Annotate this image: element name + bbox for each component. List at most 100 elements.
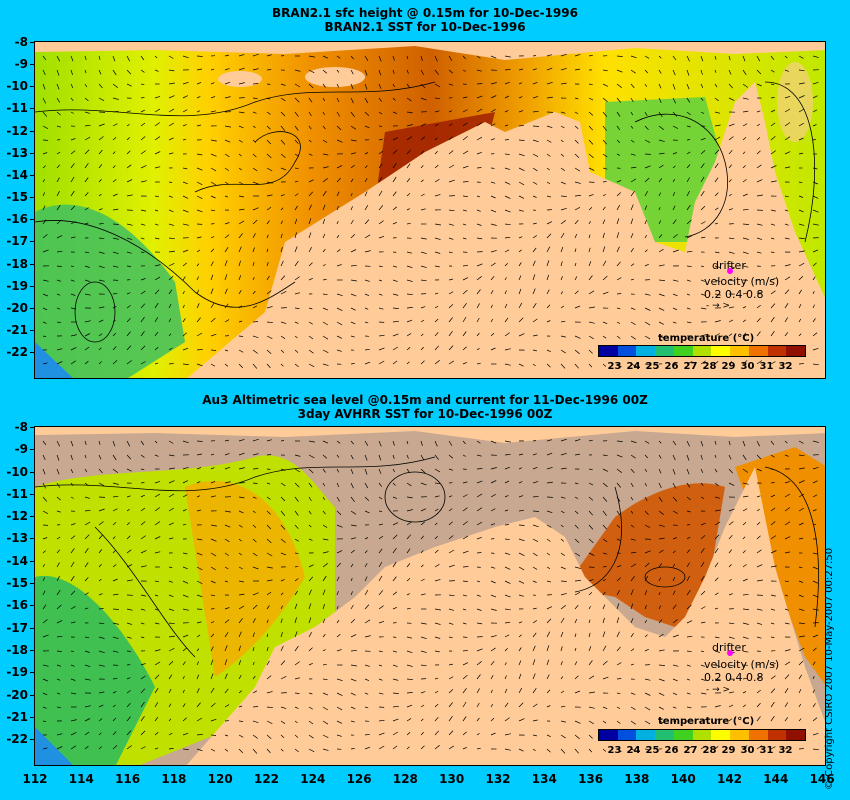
- current-vector: [266, 538, 272, 544]
- current-vector: [378, 732, 385, 736]
- current-vector: [364, 604, 370, 610]
- current-vector: [140, 97, 145, 99]
- current-vector: [630, 69, 636, 74]
- current-vector: [588, 646, 592, 652]
- current-vector: [336, 125, 342, 131]
- current-vector: [210, 288, 214, 295]
- current-vector: [756, 69, 762, 75]
- current-vector: [84, 111, 90, 114]
- current-vector: [140, 675, 146, 680]
- current-vector: [476, 209, 481, 212]
- current-vector: [224, 247, 229, 253]
- current-vector: [434, 703, 439, 708]
- current-vector: [252, 632, 255, 638]
- current-vector: [378, 235, 385, 239]
- current-vector: [266, 306, 273, 309]
- current-vector: [812, 717, 818, 722]
- current-vector: [616, 307, 621, 310]
- current-vector: [658, 524, 665, 527]
- current-vector: [784, 608, 789, 611]
- current-vector: [224, 81, 231, 85]
- current-vector: [644, 125, 649, 130]
- current-vector: [504, 348, 511, 351]
- current-vector: [546, 363, 551, 368]
- current-vector: [112, 179, 117, 183]
- current-vector: [560, 734, 566, 739]
- current-vector: [714, 548, 719, 554]
- current-vector: [434, 522, 438, 526]
- current-vector: [812, 566, 819, 570]
- current-vector: [126, 237, 133, 240]
- current-vector: [616, 577, 621, 582]
- current-vector: [294, 590, 298, 596]
- current-vector: [812, 95, 818, 99]
- current-vector: [406, 178, 411, 183]
- current-vector: [700, 190, 705, 197]
- current-vector: [784, 717, 789, 722]
- current-vector: [532, 303, 537, 309]
- current-vector: [784, 303, 789, 309]
- current-vector: [574, 111, 579, 115]
- current-vector: [140, 730, 146, 736]
- current-vector: [70, 664, 75, 667]
- current-vector: [448, 689, 454, 694]
- colorbar-swatch: [711, 346, 731, 356]
- current-vector: [462, 109, 468, 113]
- current-vector: [434, 650, 440, 653]
- current-vector: [266, 275, 270, 281]
- current-vector: [364, 692, 369, 695]
- current-vector: [504, 594, 511, 598]
- current-vector: [378, 55, 382, 62]
- current-vector: [616, 748, 622, 753]
- bottom-map-panel[interactable]: [34, 426, 826, 766]
- current-vector: [728, 521, 734, 526]
- current-vector: [644, 604, 647, 610]
- current-vector: [126, 690, 131, 694]
- current-vector: [238, 82, 245, 85]
- current-vector: [588, 363, 593, 368]
- current-vector: [476, 521, 483, 526]
- current-vector: [308, 496, 312, 502]
- current-vector: [588, 83, 593, 86]
- current-vector: [448, 179, 455, 183]
- current-vector: [756, 179, 763, 183]
- top-map-panel[interactable]: [34, 41, 826, 379]
- current-vector: [770, 622, 775, 625]
- current-vector: [616, 180, 622, 183]
- current-vector: [84, 251, 90, 254]
- current-vector: [84, 177, 89, 183]
- bottom-y-tick-label: -17: [4, 621, 34, 635]
- current-vector: [154, 55, 158, 59]
- current-vector: [364, 482, 369, 489]
- current-vector: [238, 181, 243, 185]
- current-vector: [280, 579, 285, 582]
- current-vector: [280, 335, 286, 339]
- current-vector: [336, 454, 340, 458]
- current-vector: [812, 580, 819, 584]
- current-vector: [42, 55, 47, 61]
- current-vector: [798, 718, 802, 722]
- current-vector: [420, 745, 425, 750]
- current-vector: [714, 177, 719, 183]
- current-vector: [812, 195, 819, 199]
- current-vector: [588, 111, 594, 116]
- current-vector: [266, 194, 273, 197]
- current-vector: [686, 635, 693, 638]
- current-vector: [280, 748, 284, 752]
- colorbar-tick-label: 31: [759, 361, 774, 372]
- current-vector: [700, 279, 705, 282]
- current-vector: [420, 664, 427, 667]
- current-vector: [84, 705, 91, 708]
- current-vector: [476, 276, 482, 281]
- current-vector: [476, 608, 482, 611]
- current-vector: [98, 746, 102, 750]
- current-vector: [504, 81, 510, 85]
- current-vector: [742, 440, 746, 447]
- current-vector: [602, 645, 607, 652]
- current-vector: [756, 521, 761, 526]
- current-vector: [392, 137, 399, 141]
- current-vector: [322, 264, 326, 267]
- current-vector: [686, 746, 693, 750]
- current-vector: [42, 97, 47, 104]
- current-vector: [756, 292, 761, 295]
